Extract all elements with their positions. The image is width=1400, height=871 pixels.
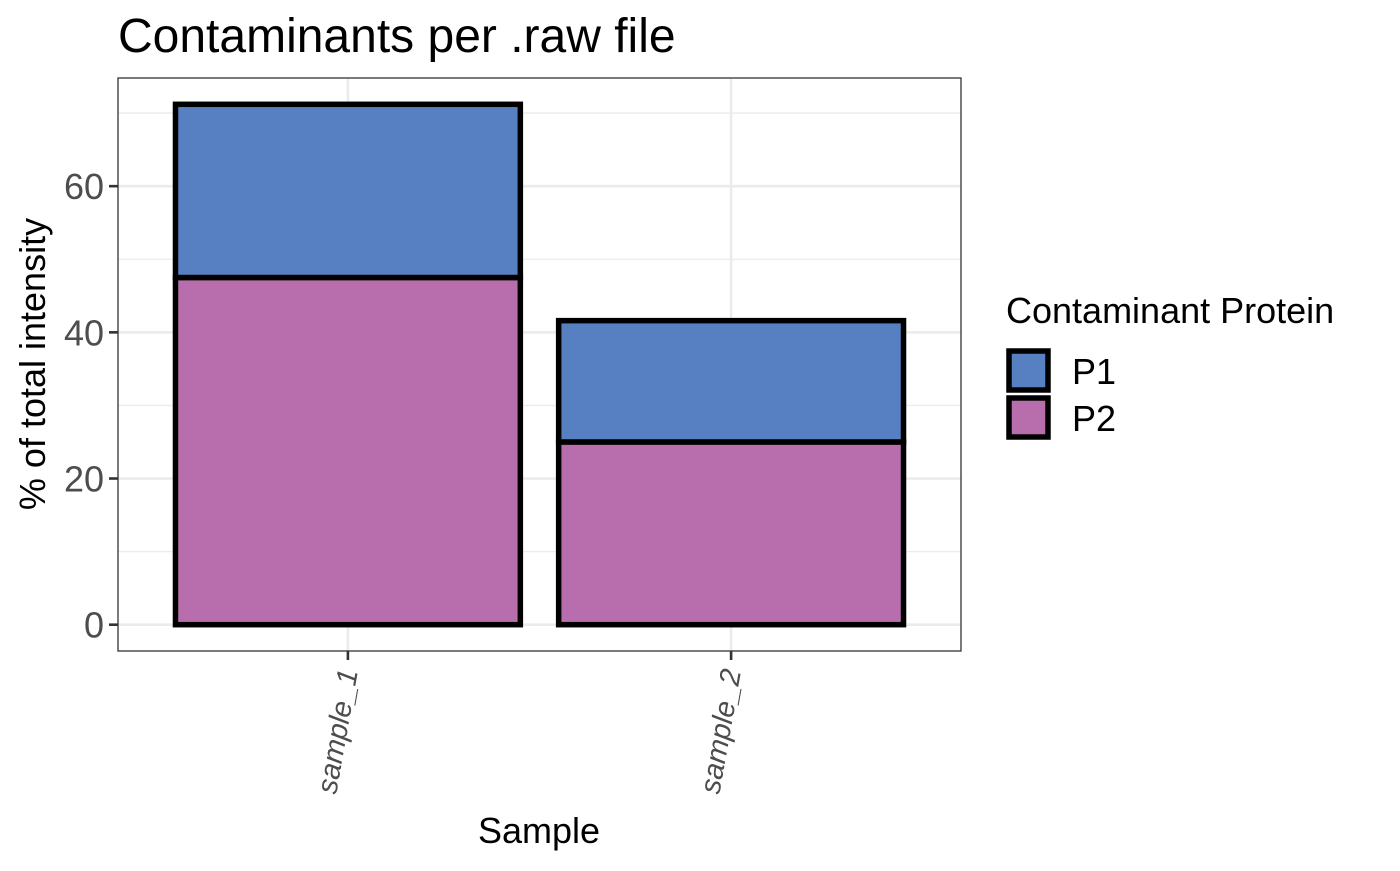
bar-sample_1-P1 <box>175 104 520 277</box>
x-axis: sample_1 sample_2 <box>311 651 748 796</box>
y-tick-label: 0 <box>84 605 104 646</box>
bar-sample_2-P1 <box>559 321 904 442</box>
legend-label-P1: P1 <box>1072 351 1116 392</box>
x-tick-label: sample_1 <box>311 667 364 796</box>
y-axis-title: % of total intensity <box>12 218 53 510</box>
legend-key-P2 <box>1009 398 1048 437</box>
y-axis: 0 20 40 60 <box>64 166 118 646</box>
legend-label-P2: P2 <box>1072 398 1116 439</box>
bar-sample_1-P2 <box>175 278 520 625</box>
x-tick-label: sample_2 <box>695 667 748 796</box>
y-tick-label: 40 <box>64 312 104 353</box>
legend-title: Contaminant Protein <box>1006 290 1334 331</box>
y-tick-label: 20 <box>64 459 104 500</box>
chart-title: Contaminants per .raw file <box>118 10 676 63</box>
x-axis-title: Sample <box>478 810 600 851</box>
bar-layer <box>175 104 903 624</box>
bar-sample_2-P2 <box>559 442 904 625</box>
legend-key-P1 <box>1009 351 1048 390</box>
legend: Contaminant Protein P1 P2 <box>1006 290 1334 439</box>
y-tick-label: 60 <box>64 166 104 207</box>
